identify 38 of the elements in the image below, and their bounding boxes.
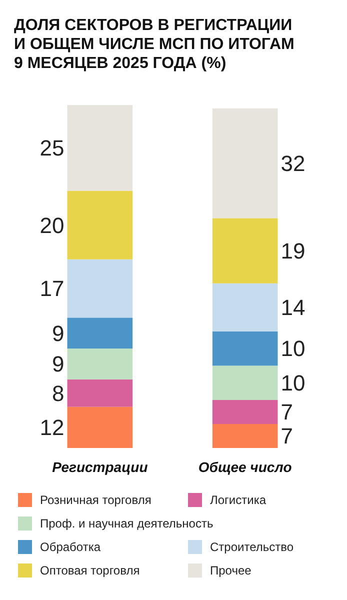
data-label: 17 (40, 276, 64, 302)
chart-title: ДОЛЯ СЕКТОРОВ В РЕГИСТРАЦИИ И ОБЩЕМ ЧИСЛЕ МСП ПО ИТОГАМ 9 МЕСЯЦЕВ 2025 ГОДА (%) (14, 17, 294, 72)
data-label: 19 (280, 238, 306, 264)
x-tick-label: Регистрации (52, 459, 148, 475)
bar (67, 379, 133, 407)
data-label: 12 (40, 415, 64, 440)
legend-label: Логистика (210, 493, 266, 508)
bar (67, 406, 133, 448)
data-label: 7 (280, 424, 293, 449)
legend-label: Проф. и научная деятельность (40, 516, 214, 531)
bar (212, 283, 278, 332)
legend-label: Строительство (210, 540, 294, 554)
data-label: 10 (280, 336, 306, 362)
bar (212, 400, 278, 424)
x-tick-label: Общее число (198, 459, 292, 475)
data-label: 20 (40, 212, 64, 238)
legend-label: Прочее (210, 564, 252, 578)
legend-label: Розничная торговля (40, 493, 152, 508)
bar (212, 218, 278, 284)
bar (212, 366, 278, 400)
data-label: 9 (52, 352, 64, 377)
bar (67, 259, 133, 318)
bar (212, 424, 278, 448)
data-label: 10 (280, 370, 306, 396)
data-label: 14 (280, 295, 306, 320)
data-label: 32 (280, 151, 306, 176)
legend-label: Оптовая торговля (40, 564, 140, 578)
bar (67, 190, 133, 260)
bar (67, 105, 133, 191)
bar (212, 331, 278, 366)
data-label: 9 (52, 320, 64, 346)
data-label: 7 (280, 400, 293, 425)
bar (67, 348, 133, 380)
bar (67, 318, 133, 349)
data-label: 25 (40, 136, 64, 161)
bar (212, 108, 278, 218)
data-label: 8 (52, 380, 64, 406)
legend-label: Обработка (40, 540, 101, 554)
